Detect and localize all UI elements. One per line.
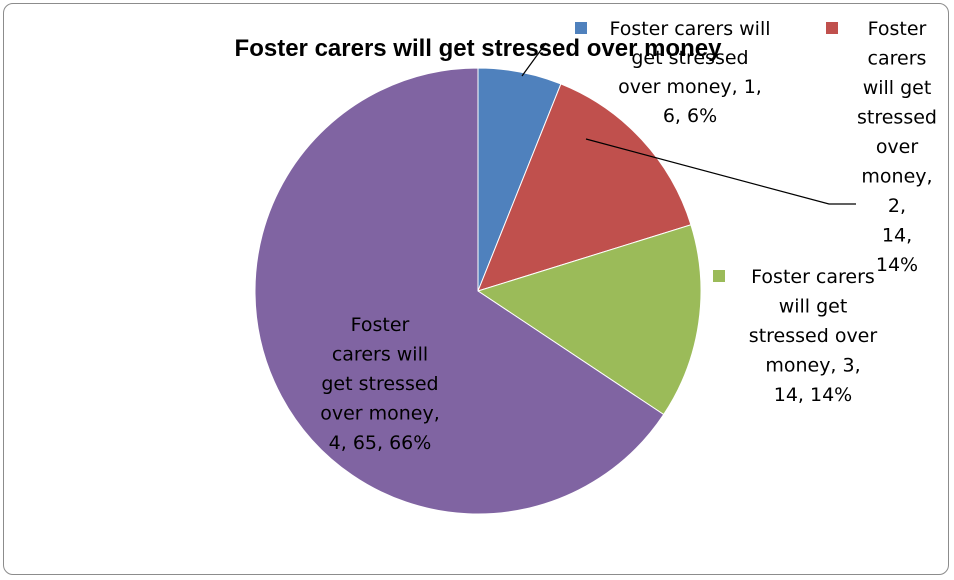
data-labels: Foster carers will get stressed over money… [320,18,937,454]
leader-line-2 [585,138,856,205]
data-label-3: Foster carers will get stressed over money,… [713,266,877,406]
pie-slice-3 [476,224,702,416]
data-label-1: Foster carers will get stressed over money… [575,18,771,127]
legend-key-3 [713,270,725,282]
pie-slices [254,67,702,515]
data-label-text-2: Foster carers will get stressed over money, 2,… [857,18,937,276]
data-label-4: Foster carers will get stressed over money,… [320,314,440,454]
leader-lines [521,42,856,205]
chart-title: Foster carers will get stressed over mon… [235,35,723,62]
pie-slice-2 [477,83,692,292]
data-label-text-3: Foster carers will get stressed over money,… [749,266,878,406]
data-label-2: Foster carers will get stressed over money, 2,… [826,18,937,276]
pie-slice-4 [254,67,665,515]
legend-key-1 [575,22,587,34]
data-label-text-1: Foster carers will get stressed over money… [609,18,770,127]
legend-key-2 [826,22,838,34]
leader-line-1 [521,42,547,77]
data-label-text-4: Foster carers will get stressed over money,… [320,314,440,454]
